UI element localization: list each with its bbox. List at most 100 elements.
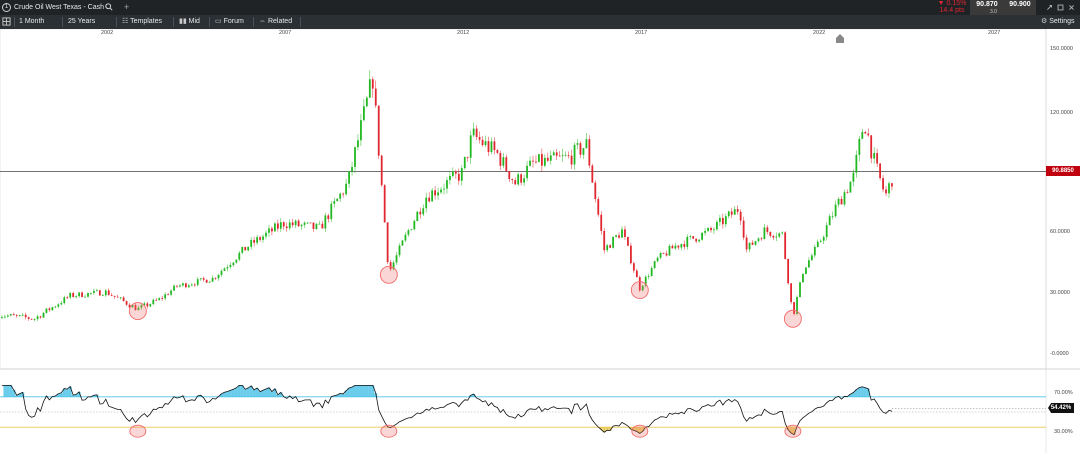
candle-body	[760, 238, 763, 240]
candle-body	[27, 317, 30, 319]
candle-body	[173, 285, 175, 291]
candle-body	[754, 241, 757, 245]
candle-body	[9, 314, 12, 316]
rsi-overbought-fill	[222, 392, 226, 397]
rsi-oversold-fill	[792, 427, 796, 435]
sell-price-button[interactable]: 90.870	[970, 0, 1004, 15]
candle-body	[161, 298, 164, 299]
candle-body	[116, 296, 119, 298]
candle-body	[104, 290, 107, 296]
candle-body	[588, 139, 591, 166]
candle-body	[736, 209, 739, 212]
templates-button[interactable]: ☷ Templates	[122, 15, 162, 29]
instrument-title[interactable]: Crude Oil West Texas - Cash	[14, 4, 104, 11]
candle-body	[96, 290, 98, 292]
candle-body	[745, 237, 748, 250]
candle-body	[446, 180, 448, 189]
candle-body	[48, 308, 51, 311]
candle-body	[217, 274, 220, 279]
candle-body	[698, 239, 701, 242]
candles	[1, 70, 893, 322]
candle-body	[232, 262, 235, 266]
layout-icon[interactable]	[2, 15, 11, 29]
candle-body	[505, 157, 508, 172]
candle-body	[140, 305, 143, 308]
candle-body	[321, 223, 324, 229]
rsi-axis-tick: 30.00%	[1054, 429, 1073, 435]
candle-body	[570, 155, 573, 165]
candle-body	[662, 253, 665, 254]
candle-body	[730, 211, 733, 215]
candle-body	[149, 304, 152, 307]
candle-body	[374, 88, 377, 106]
candle-body	[647, 276, 650, 277]
candle-body	[481, 139, 484, 146]
candle-body	[250, 239, 253, 247]
rsi-axis-tick: 70.00%	[1054, 390, 1073, 396]
rsi-overbought-fill	[347, 387, 351, 397]
candle-body	[561, 155, 564, 157]
scroll-handle-icon	[836, 34, 844, 43]
rsi-overbought-fill	[276, 394, 280, 397]
buy-price-button[interactable]: 90.900	[1004, 0, 1036, 15]
instrument-number-icon[interactable]: 1	[2, 3, 11, 12]
candle-body	[155, 299, 158, 301]
search-icon[interactable]	[105, 0, 113, 15]
add-tab-button[interactable]: +	[124, 2, 130, 12]
rsi-overbought-fill	[74, 394, 78, 397]
range-select[interactable]: 25 Years	[68, 18, 96, 25]
candle-body	[330, 203, 333, 220]
forum-button[interactable]: ▭ Forum	[215, 15, 244, 29]
rsi-overbought-fill	[863, 387, 867, 397]
candle-body	[466, 156, 469, 158]
candle-body	[692, 236, 695, 239]
mid-button[interactable]: ▮▮ Mid	[179, 15, 200, 29]
candle-body	[268, 228, 270, 233]
candle-body	[603, 230, 606, 251]
price-chart[interactable]	[0, 29, 1080, 453]
candle-body	[638, 277, 641, 291]
rsi-overbought-fill	[365, 385, 369, 397]
templates-label: Templates	[130, 18, 163, 25]
pin-icon[interactable]	[1046, 0, 1053, 15]
rsi-overbought-fill	[199, 395, 203, 397]
candle-body	[659, 253, 662, 258]
window-icon[interactable]	[1057, 0, 1064, 15]
candle-body	[650, 268, 653, 277]
price-low-highlight	[128, 302, 147, 321]
interval-select[interactable]: 1 Month	[19, 18, 45, 25]
rsi-overbought-fill	[18, 393, 22, 397]
related-button[interactable]: ⇔ Related	[259, 15, 292, 29]
candle-body	[380, 155, 383, 186]
candle-body	[15, 315, 18, 316]
year-label: 2012	[457, 30, 470, 36]
candle-body	[478, 137, 481, 140]
candle-body	[618, 235, 620, 238]
candle-body	[834, 204, 837, 217]
candle-body	[591, 165, 594, 183]
candle-body	[816, 241, 819, 247]
candle-body	[300, 224, 303, 227]
rsi-overbought-fill	[851, 392, 855, 397]
rsi-overbought-fill	[350, 387, 354, 397]
candle-body	[398, 245, 401, 256]
candle-body	[716, 221, 718, 230]
year-label: 2027	[988, 30, 1001, 36]
close-icon[interactable]	[1068, 0, 1075, 15]
candle-body	[312, 222, 315, 229]
candle-body	[475, 128, 478, 138]
rsi-overbought-fill	[62, 388, 66, 397]
candle-body	[377, 105, 380, 156]
rsi-overbought-fill	[255, 388, 259, 397]
candle-body	[431, 190, 434, 202]
candle-body	[84, 296, 86, 298]
candle-body	[627, 236, 629, 246]
candle-body	[54, 306, 57, 308]
candle-body	[787, 258, 790, 284]
candle-body	[724, 216, 727, 225]
settings-button[interactable]: ⚙ Settings	[1041, 15, 1075, 29]
candle-body	[383, 185, 386, 223]
rsi-oversold-fill	[786, 427, 790, 430]
candle-body	[487, 141, 490, 153]
candle-body	[751, 242, 754, 245]
